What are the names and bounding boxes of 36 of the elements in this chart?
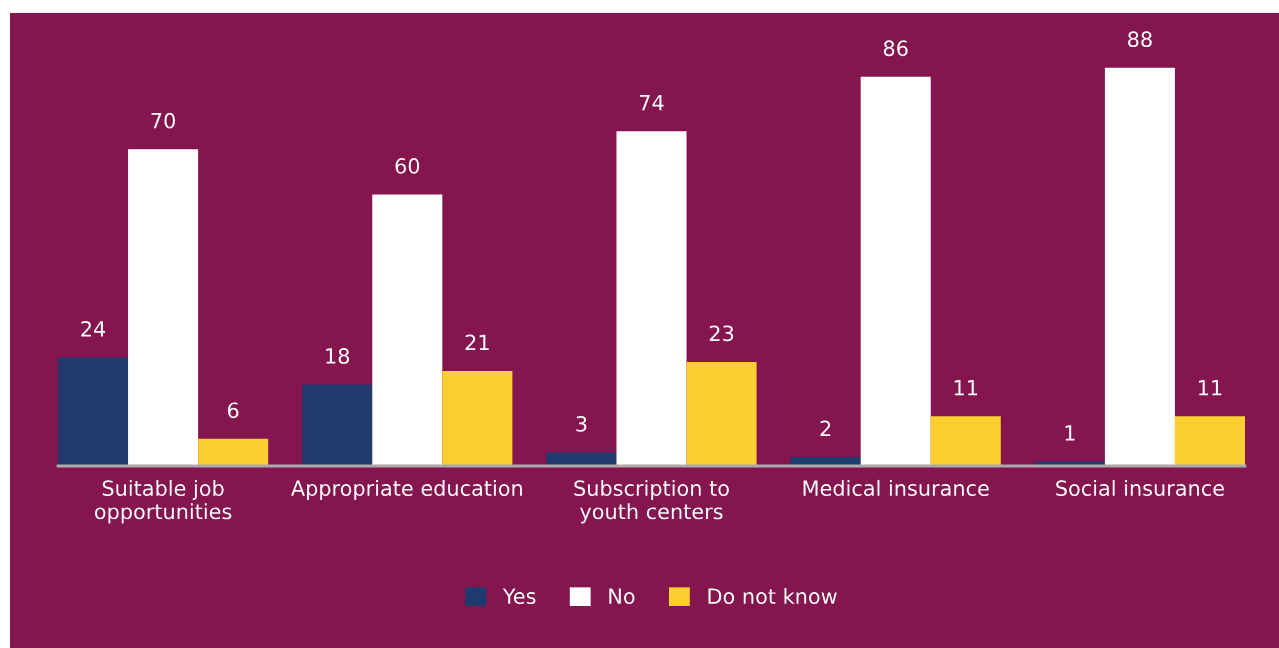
data-label: 3 [576,415,587,432]
data-label: 1 [1065,425,1075,441]
legend-label: Do not know [708,587,837,605]
x-tick-label: Appropriate education [291,479,522,501]
x-tick-label: Suitable job opportunities [94,479,232,524]
bar [546,452,617,466]
data-label: 11 [954,380,978,396]
data-label: 60 [395,158,420,174]
bar [616,131,687,466]
data-label: 23 [709,325,734,342]
bar [198,438,269,466]
bar [372,194,443,466]
bar [302,384,373,466]
bar [686,361,757,466]
data-label: 6 [227,402,239,419]
bar [930,416,1001,466]
data-label: 86 [883,40,908,57]
data-label: 88 [1128,31,1152,48]
bar [860,76,931,466]
data-label: 21 [465,334,489,350]
x-tick-label: Social insurance [1056,479,1224,497]
legend-label: No [609,588,635,605]
data-label: 70 [151,112,175,129]
bar [442,370,513,466]
bar [58,357,129,466]
data-label: 74 [639,94,664,111]
data-label: 2 [820,420,831,436]
x-tick-label: Medical insurance [803,479,989,497]
bar [1174,416,1245,466]
bar [128,149,199,466]
x-tick-label: Subscription to youth centers [574,479,729,524]
data-label: 11 [1199,380,1222,396]
data-label: 18 [326,348,350,364]
bar [1104,67,1175,466]
legend-label: Yes [502,588,536,605]
data-label: 24 [81,320,106,337]
